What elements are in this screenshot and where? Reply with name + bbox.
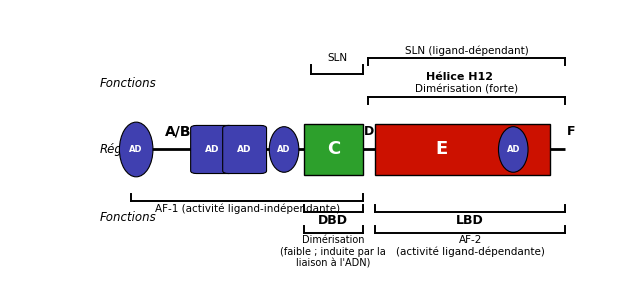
Text: Fonctions: Fonctions xyxy=(99,77,156,90)
Text: A/B: A/B xyxy=(165,124,191,138)
Text: SLN: SLN xyxy=(327,53,347,63)
Text: Régions: Régions xyxy=(99,143,146,156)
FancyBboxPatch shape xyxy=(191,126,235,173)
Text: DBD: DBD xyxy=(319,214,349,227)
Ellipse shape xyxy=(269,127,299,172)
Text: AD: AD xyxy=(237,145,252,154)
Text: Dimérisation (forte): Dimérisation (forte) xyxy=(415,85,518,95)
Text: AD: AD xyxy=(277,145,291,154)
Text: Fonctions: Fonctions xyxy=(99,211,156,224)
Text: LBD: LBD xyxy=(456,214,484,227)
Text: AF-1 (activité ligand-indépendante): AF-1 (activité ligand-indépendante) xyxy=(155,203,340,213)
Text: Hélice H12: Hélice H12 xyxy=(425,72,492,81)
Text: Dimérisation
(faible ; induite par la
liaison à l'ADN): Dimérisation (faible ; induite par la li… xyxy=(280,235,386,268)
Text: F: F xyxy=(567,125,575,138)
Text: D: D xyxy=(364,125,374,138)
Bar xyxy=(375,124,550,175)
FancyBboxPatch shape xyxy=(223,126,266,173)
Ellipse shape xyxy=(120,122,153,177)
Ellipse shape xyxy=(499,127,528,172)
Text: C: C xyxy=(327,141,340,158)
Text: AD: AD xyxy=(506,145,520,154)
Text: E: E xyxy=(436,141,448,158)
Text: AF-2
(activité ligand-dépendante): AF-2 (activité ligand-dépendante) xyxy=(396,235,544,257)
Text: AD: AD xyxy=(205,145,220,154)
Bar xyxy=(304,124,363,175)
Text: SLN (ligand-dépendant): SLN (ligand-dépendant) xyxy=(404,46,529,56)
Text: AD: AD xyxy=(130,145,143,154)
